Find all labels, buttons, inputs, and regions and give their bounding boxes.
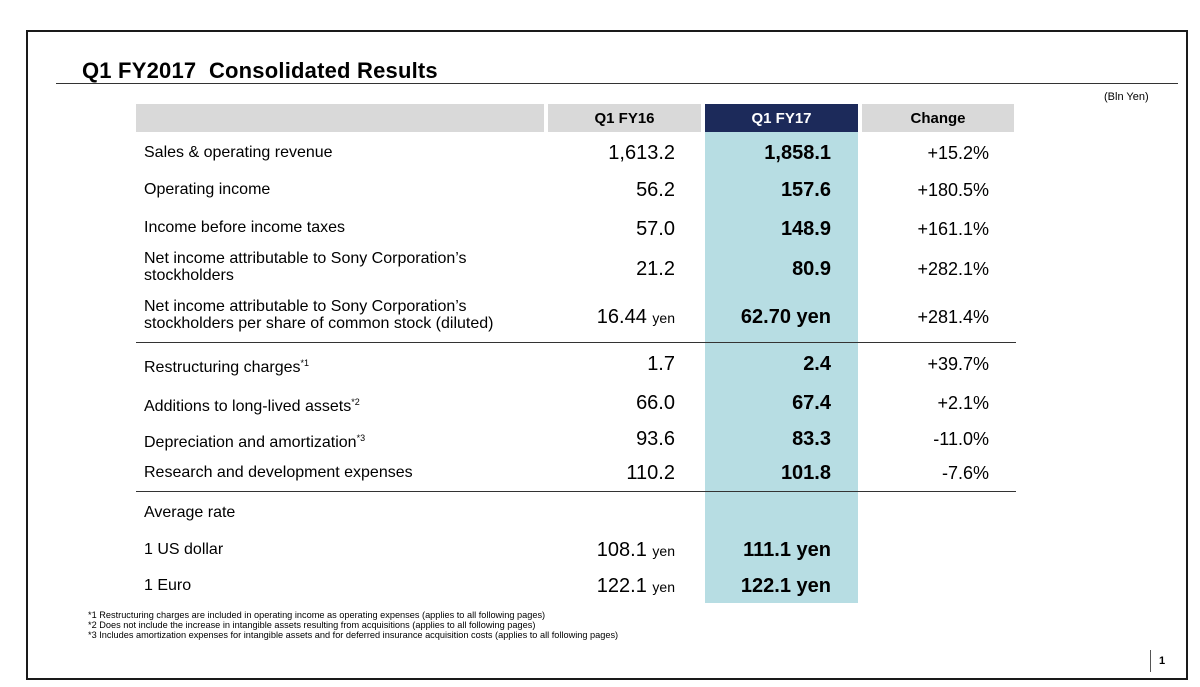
value-prev-number: 122.1 — [596, 575, 647, 597]
value-change: +281.4% — [917, 307, 989, 327]
value-curr: 83.3 — [792, 428, 831, 450]
value-prev-unit: yen — [652, 579, 675, 595]
value-change: +180.5% — [917, 180, 989, 200]
table-row: Depreciation and amortization*3 93.6 83.… — [0, 428, 1200, 452]
value-prev: 56.2 — [636, 179, 675, 201]
table-row: Operating income 56.2 157.6 +180.5% — [0, 179, 1200, 203]
value-curr: 1,858.1 — [764, 142, 831, 164]
row-label-line2: stockholders — [144, 267, 234, 284]
value-prev: 57.0 — [636, 218, 675, 240]
row-label: Restructuring charges*1 — [144, 355, 309, 376]
row-label: Research and development expenses — [144, 464, 413, 481]
row-label: Operating income — [144, 181, 271, 198]
row-label: Average rate — [144, 504, 236, 521]
row-label: 1 Euro — [144, 577, 192, 594]
value-prev: 1.7 — [647, 353, 675, 375]
value-prev-unit: yen — [652, 310, 675, 326]
value-prev: 66.0 — [636, 392, 675, 414]
value-change: -11.0% — [933, 429, 989, 449]
row-label: Income before income taxes — [144, 219, 345, 236]
value-curr: 111.1 yen — [743, 539, 831, 561]
value-prev: 21.2 — [636, 258, 675, 280]
column-header-change: Change — [862, 104, 1014, 132]
header-bar — [136, 104, 544, 132]
row-label: Sales & operating revenue — [144, 144, 333, 161]
unit-label: (Bln Yen) — [1104, 91, 1149, 103]
footnote-ref: *2 — [351, 397, 360, 407]
section-divider — [136, 491, 1016, 492]
value-curr: 122.1 yen — [740, 575, 831, 597]
footnote: *3 Includes amortization expenses for in… — [88, 630, 619, 640]
value-prev: 16.44 yen — [597, 306, 675, 329]
value-curr: 2.4 — [803, 353, 831, 375]
value-change: -7.6% — [941, 463, 989, 483]
row-label-text: Restructuring charges — [144, 359, 301, 376]
value-change: +282.1% — [917, 259, 989, 279]
section-divider — [136, 342, 1016, 343]
page-number: 1 — [1159, 655, 1166, 667]
row-label: Depreciation and amortization*3 — [144, 430, 365, 451]
table-row: Sales & operating revenue 1,613.2 1,858.… — [0, 142, 1200, 166]
footnote-ref: *1 — [300, 358, 310, 368]
value-change: +161.1% — [917, 219, 989, 239]
value-prev-number: 16.44 — [596, 306, 647, 328]
table-row: 1 US dollar 108.1 yen 111.1 yen — [0, 539, 1200, 563]
page-number-rule — [1150, 650, 1151, 672]
row-label: 1 US dollar — [144, 541, 224, 558]
column-header-curr: Q1 FY17 — [705, 104, 858, 132]
current-column-highlight — [705, 104, 858, 603]
table-row: Average rate — [0, 503, 1200, 523]
value-prev-unit: yen — [652, 543, 675, 559]
footnote-ref: *3 — [356, 433, 366, 443]
footnotes: *1 Restructuring charges are included in… — [88, 610, 618, 640]
value-prev: 122.1 yen — [597, 575, 675, 598]
value-curr: 67.4 — [792, 392, 831, 414]
row-label-line2: stockholders per share of common stock (… — [144, 315, 494, 332]
page-title: Q1 FY2017 Consolidated Results — [82, 58, 438, 83]
row-label-line1: Net income attributable to Sony Corporat… — [144, 250, 467, 267]
row-label-line1: Net income attributable to Sony Corporat… — [144, 298, 467, 315]
value-curr: 80.9 — [792, 258, 831, 280]
table-row: Net income attributable to Sony Corporat… — [0, 298, 1200, 334]
value-prev: 108.1 yen — [597, 539, 675, 562]
value-prev: 110.2 — [626, 462, 675, 484]
slide-frame — [26, 30, 1188, 680]
table-row: Restructuring charges*1 1.7 2.4 +39.7% — [0, 353, 1200, 377]
row-label: Additions to long-lived assets*2 — [144, 394, 360, 415]
table-row: Income before income taxes 57.0 148.9 +1… — [0, 218, 1200, 242]
table-row: 1 Euro 122.1 yen 122.1 yen — [0, 575, 1200, 599]
value-curr: 62.70 yen — [740, 306, 831, 328]
value-prev-number: 108.1 — [596, 539, 647, 561]
row-label-text: Depreciation and amortization — [144, 434, 357, 451]
column-header-prev: Q1 FY16 — [548, 104, 701, 132]
value-change: +39.7% — [927, 354, 989, 374]
row-label-text: Additions to long-lived assets — [144, 398, 352, 415]
footnote: *1 Restructuring charges are included in… — [88, 610, 546, 620]
value-change: +15.2% — [927, 143, 989, 163]
footnote: *2 Does not include the increase in inta… — [88, 620, 536, 630]
title-rule — [56, 83, 1178, 84]
value-curr: 157.6 — [780, 179, 831, 201]
value-prev: 1,613.2 — [608, 142, 675, 164]
value-prev: 93.6 — [636, 428, 675, 450]
value-curr: 101.8 — [780, 462, 831, 484]
value-change: +2.1% — [937, 393, 989, 413]
table-row: Research and development expenses 110.2 … — [0, 462, 1200, 486]
value-curr: 148.9 — [780, 218, 831, 240]
table-row: Net income attributable to Sony Corporat… — [0, 250, 1200, 286]
table-row: Additions to long-lived assets*2 66.0 67… — [0, 392, 1200, 416]
